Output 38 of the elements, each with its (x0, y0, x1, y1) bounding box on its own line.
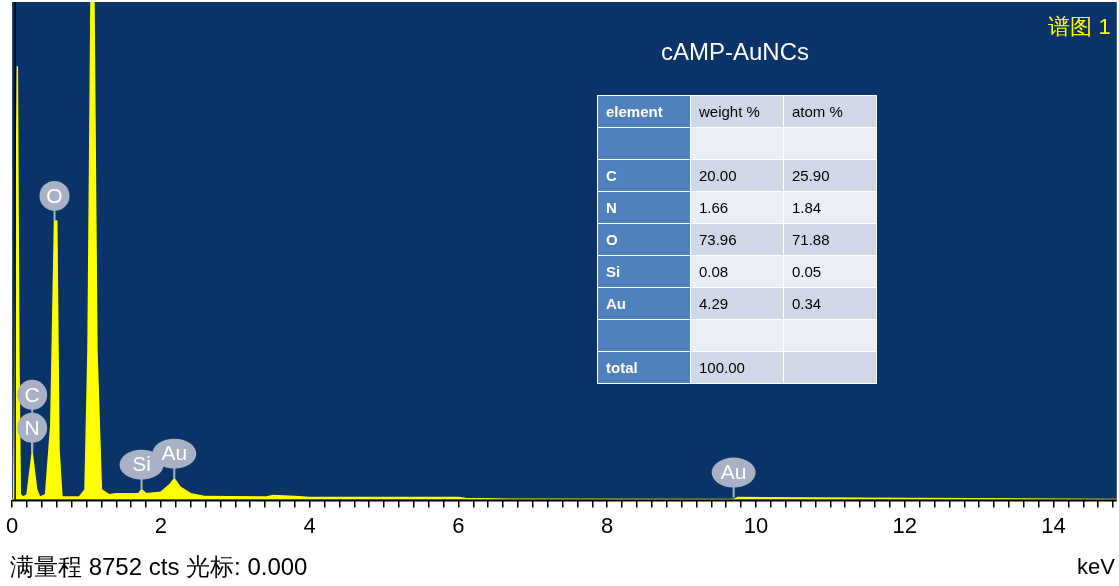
category-label: atom % (783, 95, 877, 128)
text: 4.29 (699, 295, 729, 312)
x-tick-label: 12 (892, 512, 917, 538)
annotation: Si (132, 452, 151, 476)
text: 100.00 (699, 359, 745, 376)
annotation: 谱图 1 (1048, 14, 1111, 40)
x-tick-label: 8 (601, 512, 614, 538)
x-axis-title: keV (1077, 554, 1116, 580)
x-tick-label: 2 (154, 512, 168, 538)
annotation: Au (161, 441, 188, 465)
text: total (606, 359, 638, 376)
annotation: Au (720, 460, 747, 484)
text: C (606, 167, 617, 184)
annotation: O (46, 183, 63, 207)
x-tick-label: 14 (1041, 512, 1066, 538)
text: Au (606, 295, 626, 312)
text: cAMP-AuNCs (660, 37, 810, 65)
annotation: C (24, 382, 40, 406)
x-tick-label: 6 (452, 512, 465, 538)
text: 0.34 (792, 295, 822, 312)
text: 71.88 (792, 231, 830, 248)
text: O (606, 231, 618, 248)
annotation: N (24, 415, 40, 439)
category-label: element (597, 95, 691, 128)
text: 73.96 (699, 231, 737, 248)
text: N (606, 199, 617, 216)
x-tick-label: 4 (303, 512, 316, 538)
text: 1.84 (792, 199, 822, 216)
text: 1.66 (699, 199, 729, 216)
text: 0.05 (792, 263, 822, 280)
text: 满量程 8752 cts 光标: 0.000 (10, 552, 308, 580)
text: 25.90 (792, 167, 830, 184)
x-tick-label: 10 (743, 512, 769, 538)
text: Si (606, 263, 621, 280)
text: 20.00 (699, 167, 737, 184)
x-tick-label: 0 (5, 512, 19, 538)
text: 0.08 (699, 263, 729, 280)
category-label: weight % (690, 95, 784, 128)
